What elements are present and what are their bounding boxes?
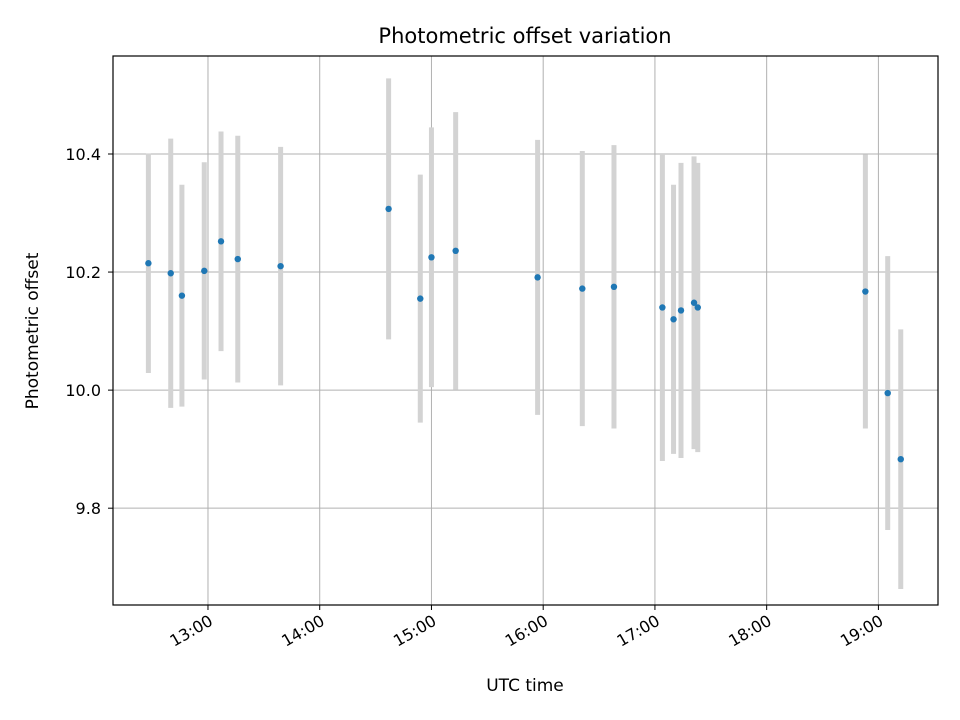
data-point bbox=[897, 455, 904, 463]
data-point bbox=[428, 254, 435, 261]
data-point bbox=[277, 262, 284, 270]
error-bars bbox=[145, 78, 904, 590]
data-point bbox=[690, 299, 698, 306]
x-tick-label: 15:00 bbox=[390, 611, 439, 651]
y-tick-label: 10.2 bbox=[65, 263, 101, 282]
data-point bbox=[145, 260, 152, 267]
data-point bbox=[385, 205, 392, 213]
chart-title: Photometric offset variation bbox=[378, 24, 671, 48]
data-point bbox=[167, 270, 174, 277]
x-tick-label: 18:00 bbox=[725, 611, 774, 651]
data-points bbox=[145, 205, 904, 463]
x-axis-label: UTC time bbox=[486, 676, 564, 696]
y-tick-label: 10.4 bbox=[65, 145, 101, 164]
data-point bbox=[234, 255, 241, 263]
data-point bbox=[417, 295, 424, 302]
data-point bbox=[694, 304, 701, 311]
y-axis-label: Photometric offset bbox=[23, 252, 43, 409]
y-axis-ticks: 9.8 10.0 10.2 10.4 bbox=[65, 145, 113, 518]
x-tick-label: 19:00 bbox=[837, 611, 886, 651]
x-tick-label: 14:00 bbox=[278, 611, 327, 651]
data-point bbox=[670, 316, 677, 323]
data-point bbox=[862, 288, 869, 295]
data-point bbox=[452, 247, 459, 255]
data-point bbox=[178, 292, 186, 299]
x-tick-label: 16:00 bbox=[502, 611, 551, 651]
data-point bbox=[677, 307, 685, 314]
x-axis-ticks: 13:00 14:00 15:00 16:00 17:00 18:00 19:00 bbox=[167, 605, 886, 651]
data-point bbox=[201, 267, 208, 275]
x-tick-label: 13:00 bbox=[167, 611, 216, 651]
y-tick-label: 10.0 bbox=[65, 381, 101, 400]
data-point bbox=[579, 285, 586, 292]
data-point bbox=[884, 389, 891, 397]
x-tick-label: 17:00 bbox=[613, 611, 662, 651]
y-tick-label: 9.8 bbox=[76, 499, 101, 518]
data-point bbox=[217, 238, 225, 245]
data-point bbox=[534, 274, 541, 281]
plot-frame bbox=[112, 55, 939, 606]
data-point bbox=[659, 304, 666, 311]
data-point bbox=[610, 283, 618, 291]
